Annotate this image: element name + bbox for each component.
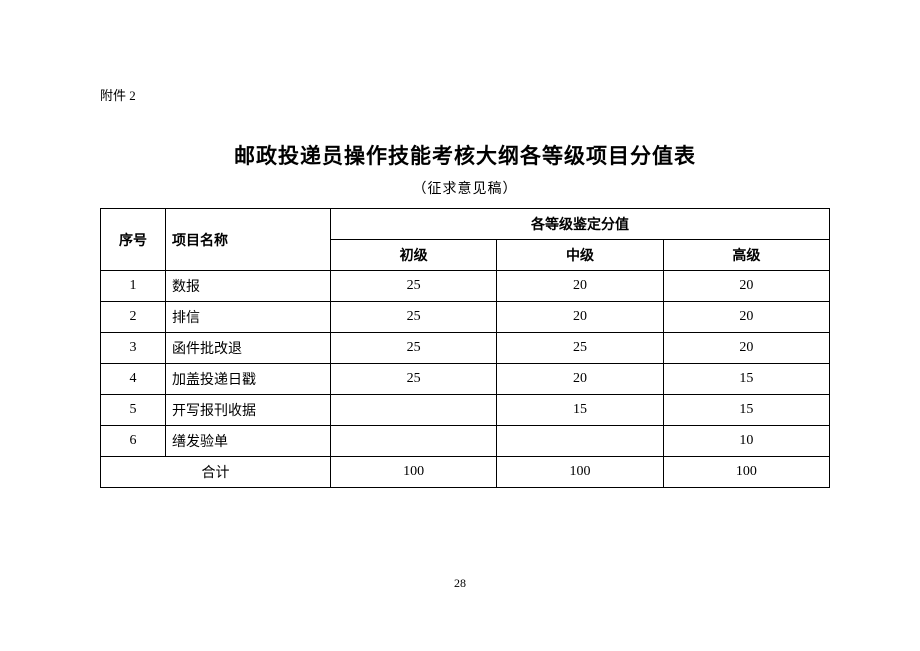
- cell-seq: 5: [101, 395, 166, 426]
- th-level-0: 初级: [331, 240, 497, 271]
- table-row: 4 加盖投递日戳 25 20 15: [101, 364, 830, 395]
- page-number: 28: [0, 576, 920, 591]
- cell-seq: 6: [101, 426, 166, 457]
- cell-val: 25: [331, 271, 497, 302]
- table-row: 3 函件批改退 25 25 20: [101, 333, 830, 364]
- cell-val: 20: [663, 271, 829, 302]
- cell-val: [331, 426, 497, 457]
- cell-total-label: 合计: [101, 457, 331, 488]
- cell-total-val: 100: [331, 457, 497, 488]
- score-table: 序号 项目名称 各等级鉴定分值 初级 中级 高级 1 数报 25 20 20 2…: [100, 208, 830, 488]
- cell-total-val: 100: [663, 457, 829, 488]
- cell-seq: 4: [101, 364, 166, 395]
- table-row-total: 合计 100 100 100: [101, 457, 830, 488]
- cell-name: 加盖投递日戳: [166, 364, 331, 395]
- cell-val: [497, 426, 663, 457]
- cell-val: 15: [663, 364, 829, 395]
- th-seq: 序号: [101, 209, 166, 271]
- cell-name: 缮发验单: [166, 426, 331, 457]
- cell-name: 函件批改退: [166, 333, 331, 364]
- cell-name: 排信: [166, 302, 331, 333]
- cell-val: 20: [497, 364, 663, 395]
- cell-val: 15: [663, 395, 829, 426]
- cell-val: 25: [331, 364, 497, 395]
- cell-val: 20: [497, 302, 663, 333]
- cell-name: 数报: [166, 271, 331, 302]
- cell-val: 25: [497, 333, 663, 364]
- th-level-2: 高级: [663, 240, 829, 271]
- table-row: 6 缮发验单 10: [101, 426, 830, 457]
- cell-val: 20: [663, 302, 829, 333]
- cell-val: 20: [497, 271, 663, 302]
- table-row: 1 数报 25 20 20: [101, 271, 830, 302]
- cell-seq: 3: [101, 333, 166, 364]
- appendix-label: 附件 2: [100, 85, 830, 104]
- table-row: 5 开写报刊收据 15 15: [101, 395, 830, 426]
- th-level-1: 中级: [497, 240, 663, 271]
- table-row: 2 排信 25 20 20: [101, 302, 830, 333]
- cell-name: 开写报刊收据: [166, 395, 331, 426]
- cell-val: 25: [331, 333, 497, 364]
- cell-val: 20: [663, 333, 829, 364]
- doc-subtitle: （征求意见稿）: [100, 178, 830, 198]
- cell-val: [331, 395, 497, 426]
- cell-val: 25: [331, 302, 497, 333]
- cell-val: 10: [663, 426, 829, 457]
- cell-total-val: 100: [497, 457, 663, 488]
- cell-val: 15: [497, 395, 663, 426]
- th-group: 各等级鉴定分值: [331, 209, 830, 240]
- cell-seq: 2: [101, 302, 166, 333]
- doc-title: 邮政投递员操作技能考核大纲各等级项目分值表: [100, 140, 830, 170]
- cell-seq: 1: [101, 271, 166, 302]
- th-name: 项目名称: [166, 209, 331, 271]
